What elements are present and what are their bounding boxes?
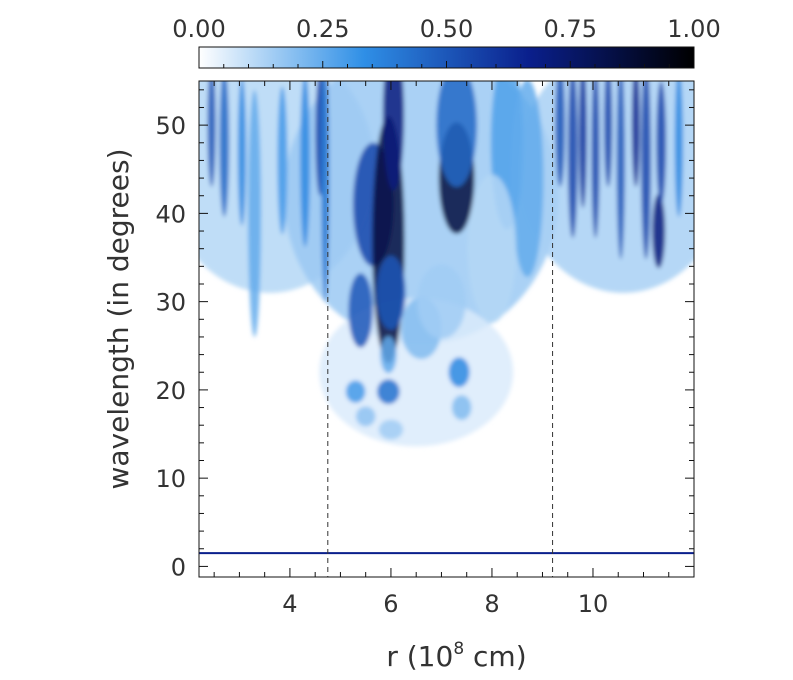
x-tick-label: 10 xyxy=(578,590,609,618)
x-tick-label: 4 xyxy=(282,590,297,618)
colorbar-tick-label: 0.75 xyxy=(544,15,597,43)
intensity-blob xyxy=(380,336,397,374)
intensity-blob xyxy=(511,81,544,277)
intensity-blob xyxy=(382,81,404,191)
intensity-blob xyxy=(604,81,613,187)
x-axis-label-prefix: r (10 xyxy=(386,640,453,673)
boundary-lines xyxy=(327,81,554,577)
x-tick-label: 8 xyxy=(484,590,499,618)
intensity-blob xyxy=(631,81,640,187)
intensity-blob xyxy=(656,81,667,205)
colorbar-ticks: 0.00 0.25 0.50 0.75 1.00 xyxy=(172,15,721,68)
y-tick-label: 20 xyxy=(155,377,186,405)
x-axis-label-suffix: cm) xyxy=(464,640,527,673)
intensity-blob xyxy=(376,255,406,330)
colorbar-tick-label: 0.25 xyxy=(296,15,349,43)
heatmap-area xyxy=(198,80,695,578)
intensity-blob xyxy=(300,81,310,247)
colorbar-tick-label: 0.50 xyxy=(420,15,473,43)
intensity-blob xyxy=(207,81,216,187)
plot-frame xyxy=(198,80,695,578)
intensity-blob xyxy=(641,81,651,260)
intensity-blob xyxy=(451,395,472,420)
y-axis: 0 10 20 30 40 50 xyxy=(155,89,694,581)
intensity-blob xyxy=(355,406,376,427)
x-axis-label-exponent: 8 xyxy=(453,639,464,659)
intensity-blob xyxy=(277,86,288,235)
intensity-blob xyxy=(321,81,330,302)
colorbar-tick-label: 1.00 xyxy=(667,15,720,43)
intensity-blob xyxy=(467,174,517,323)
y-tick-label: 40 xyxy=(155,200,186,228)
y-axis-label: wavelength (in degrees) xyxy=(102,149,135,490)
heatmap xyxy=(199,81,694,447)
y-tick-label: 50 xyxy=(155,112,186,140)
x-axis: 4 6 8 10 xyxy=(213,81,695,618)
y-tick-label: 10 xyxy=(155,465,186,493)
intensity-blob xyxy=(555,81,565,187)
intensity-blob xyxy=(578,81,587,209)
x-axis-label: r (108 cm) xyxy=(386,639,526,673)
y-tick-label: 0 xyxy=(171,553,186,581)
colorbar: 0.00 0.25 0.50 0.75 1.00 xyxy=(172,15,721,69)
intensity-blob xyxy=(237,81,246,226)
intensity-blob xyxy=(616,81,625,260)
intensity-blob xyxy=(377,379,400,405)
intensity-blob xyxy=(348,273,373,348)
intensity-blob xyxy=(567,81,578,239)
intensity-blob xyxy=(219,81,230,217)
colorbar-tick-label: 0.00 xyxy=(172,15,225,43)
intensity-blob xyxy=(248,89,262,337)
intensity-blob xyxy=(448,357,470,388)
intensity-blob xyxy=(378,419,404,440)
intensity-blob xyxy=(436,81,477,187)
intensity-blob xyxy=(591,81,600,239)
intensity-blob xyxy=(417,264,466,339)
y-tick-label: 30 xyxy=(155,289,186,317)
intensity-blob xyxy=(674,81,683,217)
intensity-blob xyxy=(345,380,366,403)
x-tick-label: 6 xyxy=(383,590,398,618)
intensity-blob xyxy=(652,193,666,269)
